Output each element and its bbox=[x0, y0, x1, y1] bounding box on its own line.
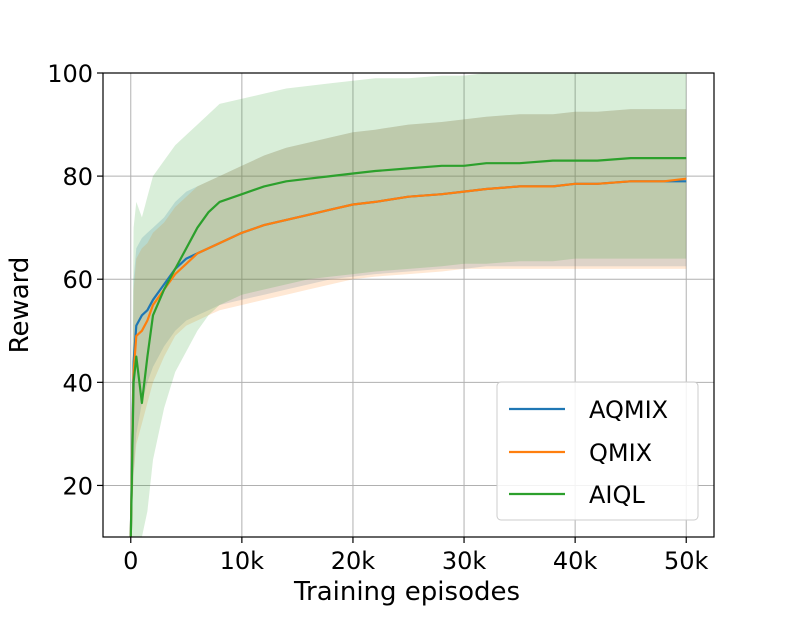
band-qmix bbox=[130, 109, 687, 537]
series-lines bbox=[129, 157, 687, 538]
x-tick-label-0: 0 bbox=[123, 547, 138, 575]
y-axis-label: Reward bbox=[5, 257, 35, 354]
x-tick-label-30k: 30k bbox=[442, 547, 487, 575]
legend-label-aiql: AIQL bbox=[589, 481, 645, 509]
y-tick-label-80: 80 bbox=[62, 163, 93, 191]
band-aqmix bbox=[130, 109, 687, 537]
x-tick-label-20k: 20k bbox=[331, 547, 376, 575]
y-tick-label-60: 60 bbox=[62, 266, 93, 294]
legend: AQMIX QMIX AIQL bbox=[496, 381, 699, 521]
y-tick-label-20: 20 bbox=[62, 472, 93, 500]
y-axis-ticks: 20 40 60 80 100 bbox=[47, 60, 103, 500]
y-tick-label-40: 40 bbox=[62, 369, 93, 397]
legend-label-aqmix: AQMIX bbox=[589, 396, 668, 424]
x-tick-label-10k: 10k bbox=[220, 547, 265, 575]
band-aiql bbox=[130, 73, 687, 537]
x-axis-label: Training episodes bbox=[293, 577, 520, 607]
plot-frame bbox=[102, 72, 715, 538]
series-line-qmix bbox=[129, 177, 687, 538]
x-tick-label-40k: 40k bbox=[553, 547, 598, 575]
legend-box bbox=[496, 381, 699, 521]
y-tick-label-100: 100 bbox=[47, 60, 93, 88]
x-tick-label-50k: 50k bbox=[664, 547, 709, 575]
series-line-aiql bbox=[129, 157, 687, 538]
x-axis-ticks: 0 10k 20k 30k 40k 50k bbox=[123, 537, 709, 575]
confidence-bands bbox=[130, 73, 687, 537]
legend-label-qmix: QMIX bbox=[589, 439, 652, 467]
